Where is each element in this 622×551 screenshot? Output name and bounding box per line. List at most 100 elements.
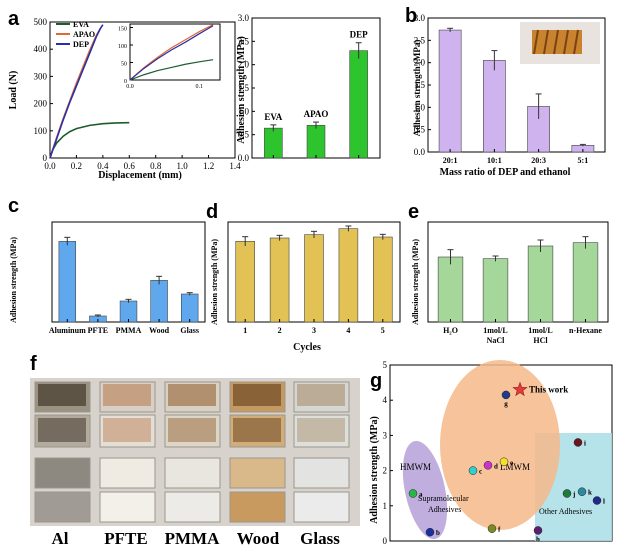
g-point-label-k: k [588,489,592,497]
adhesive-residue [297,418,345,442]
ainset-series-line-dep [129,25,214,81]
a2-category-label: APAO [304,109,329,119]
a2-bar [306,125,326,159]
a1-xlabel: Displacement (mm) [98,170,182,181]
a1-ytick-label: 100 [34,126,48,136]
panel-letter-b: b [405,5,417,27]
g-point-i [573,438,583,447]
photo-label-pmma: PMMA [165,529,220,548]
a1-series-line-dep [49,24,104,159]
c-ylabel: Adhesion strength (MPa) [9,237,18,323]
c-category-label: Aluminum [49,326,86,335]
a1-ylabel: Load (N) [8,71,19,110]
d-category-label: 2 [278,326,282,335]
g-point-a [408,489,418,498]
panel-letter-g: g [370,370,382,392]
substrate-sample [229,457,286,489]
ainset-axes-frame [129,23,221,81]
g-point-h [533,526,543,535]
a1-xtick-label: 1.0 [177,161,189,171]
panel-letter-d: d [206,201,218,223]
d-category-label: 5 [381,326,385,335]
a1-axes-frame [49,21,236,159]
g-ytick-label: 3 [383,430,388,440]
photo-label-wood: Wood [237,529,280,548]
substrate-sample [164,491,221,523]
g-point-label-i: i [584,439,586,447]
a1-xtick-label: 0.8 [150,161,162,171]
adhesive-residue [103,418,151,442]
a2-category-label: DEP [350,30,369,40]
substrate-sample [164,457,221,489]
adhesive-residue [168,384,216,406]
g-region-label-lmwm: LMWM [500,462,530,472]
g-region-hmwm [402,440,448,540]
a1-xtick-label: 1.2 [203,161,214,171]
photo-label-pfte: PFTE [104,529,147,548]
e-category-label: NaCl [487,336,506,345]
panel-letter-c: c [8,195,19,217]
ainset-ytick-label: 0 [124,79,127,85]
ainset-ytick-label: 150 [118,27,127,33]
a1-series-line-eva [49,121,130,159]
c-bar [58,241,77,323]
b-category-label: 10:1 [487,156,502,165]
g-region-label-hmwm: HMWM [400,462,431,472]
ainset-xtick-label: 0.0 [126,84,134,90]
e-category-label: H₂O [443,326,458,335]
g-point-label-b: b [436,529,440,537]
b-ytick-label: 2.5 [414,35,426,45]
g-ytick-label: 4 [383,395,388,405]
substrate-sample [293,414,350,448]
a2-ylabel: Adhesion strength (MPa) [236,36,247,144]
d-bar [338,228,359,323]
a1-xtick-label: 0.0 [44,161,56,171]
d-bar [269,237,290,323]
substrate-sample [99,414,156,448]
b-ytick-label: 1.5 [414,80,426,90]
g-region-label-other-adhesives: Other Adhesives [539,507,592,516]
a1-xtick-label: 1.4 [229,161,241,171]
adhesive-residue [168,418,216,442]
g-point-d [483,461,493,470]
e-ylabel: Adhesion strength (MPa) [411,239,420,325]
g-point-label-d: d [494,462,498,470]
adhesive-residue [38,384,86,406]
g-point-this-work [512,381,528,397]
b-category-label: 20:3 [531,156,546,165]
g-region-lmwm [440,360,560,530]
adhesive-residue [233,418,281,442]
g-point-f [487,524,497,533]
substrate-sample [34,491,91,523]
e-category-label: 1mol/L [528,326,552,335]
b-ylabel: Adhesion strength (MPa) [412,40,422,137]
substrate-sample [164,414,221,448]
e-bar [437,256,464,323]
g-ytick-label: 5 [383,360,388,370]
d-category-label: 4 [346,326,350,335]
a1-xtick-label: 0.4 [97,161,109,171]
e-category-label: 1mol/L [483,326,507,335]
ainset-series-line-eva [129,59,214,81]
b-category-label: 20:1 [443,156,458,165]
panel-letter-a: a [8,8,20,30]
ainset-ytick-label: 100 [118,44,127,50]
g-point-g [501,390,511,400]
a1-legend-label-apao: APAO [73,30,95,39]
adhesive-inset-photo [520,22,600,64]
a2-bar [349,50,368,159]
g-ytick-label: 0 [383,536,388,546]
a1-xtick-label: 0.2 [71,161,82,171]
g-region-label-supramolecular: Supramolecular [418,494,469,503]
substrate-sample [34,457,91,489]
a1-legend-label-eva: EVA [73,20,89,29]
photo-label-glass: Glass [300,529,340,548]
g-point-e [499,457,509,467]
g-point-l [592,496,602,505]
e-category-label: n-Hexane [569,326,602,335]
e-bar [482,258,509,323]
substrate-sample [229,414,286,448]
adhesive-residue [38,418,86,442]
g-point-c [468,466,478,475]
